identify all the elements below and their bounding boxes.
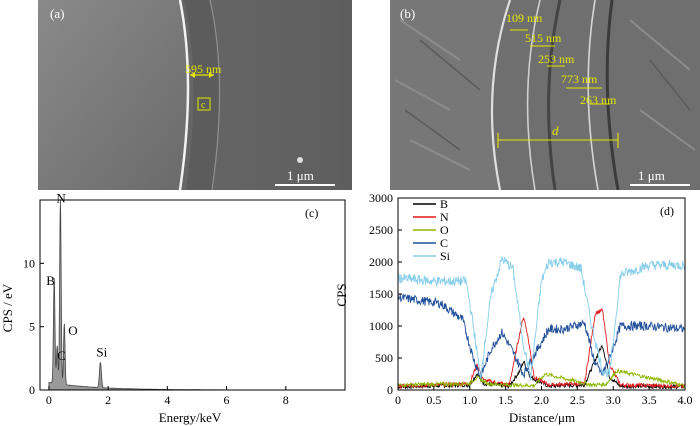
panel-c-xtick-label: 2	[105, 393, 111, 407]
panel-d-ytick-label: 0	[387, 383, 393, 397]
panel-b-sem-image: 109 nm 515 nm 253 nm 773 nm 263 nm d (b)…	[390, 0, 700, 190]
panel-c-peak-label-b: B	[46, 273, 55, 288]
panel-d-legend-label-b: B	[440, 197, 448, 211]
panel-c-peak-label-o: O	[68, 323, 77, 338]
panel-d-ytick-label: 2500	[369, 223, 393, 237]
panel-d-xtick-label: 3.0	[606, 393, 621, 407]
panel-d-xtick-label: 1.5	[498, 393, 513, 407]
panel-d-xtick-label: 1.0	[462, 393, 477, 407]
panel-d-xlabel: Distance/μm	[509, 410, 575, 425]
panel-d-xtick-label: 0	[395, 393, 401, 407]
panel-c-ytick-label: 0	[29, 383, 35, 397]
panel-d-legend-label-n: N	[440, 210, 449, 224]
panel-c-xlabel: Energy/keV	[159, 410, 222, 425]
panel-a-scalebar: 1 μm	[287, 168, 314, 183]
panel-c-peak-label-c: C	[57, 348, 66, 363]
panel-c-xtick-label: 4	[164, 393, 170, 407]
panel-b-label: (b)	[400, 6, 415, 21]
panel-d-ytick-label: 3000	[369, 191, 393, 205]
panel-d-xtick-label: 2.0	[534, 393, 549, 407]
panel-a-sem-image: 595 nm c (a) 1 μm	[0, 0, 352, 190]
panel-d-series-c	[397, 292, 685, 380]
panel-c-ylabel: CPS / eV	[0, 283, 15, 332]
panel-a-measure: 595 nm	[185, 62, 222, 76]
panel-d-ytick-label: 1000	[369, 319, 393, 333]
panel-c-ytick-label: 5	[29, 320, 35, 334]
panel-d-ytick-label: 1500	[369, 287, 393, 301]
panel-d-xtick-label: 3.5	[642, 393, 657, 407]
panel-b-d-label: d	[552, 123, 559, 138]
panel-d-series-o	[397, 368, 685, 389]
panel-c-frame	[39, 199, 346, 391]
panel-d-xtick-label: 0.5	[426, 393, 441, 407]
panel-a-box-label: c	[201, 100, 206, 111]
panel-d-linescan: CPS Distance/μm (d) 0 0.5 1.0 1.5 2.0 2.5 3.0 3…	[330, 190, 700, 426]
panel-b-measure-3: 253 nm	[538, 52, 575, 66]
panel-a-label: (a)	[50, 6, 64, 21]
panel-d-series-n	[397, 307, 685, 390]
panel-b-measure-2: 515 nm	[525, 31, 562, 45]
panel-d-ytick-label: 2000	[369, 255, 393, 269]
panel-c-peak-label-n: N	[56, 190, 66, 205]
panel-b-measure-5: 263 nm	[580, 93, 617, 107]
panel-d-ytick-label: 500	[375, 351, 393, 365]
panel-d-xtick-label: 2.5	[570, 393, 585, 407]
panel-b-measure-4: 773 nm	[561, 72, 598, 86]
panel-c-xtick-label: 6	[224, 393, 230, 407]
panel-c-spectrum-area	[48, 200, 340, 391]
panel-d-ylabel: CPS	[334, 283, 349, 306]
panel-d-xtick-label: 4.0	[678, 393, 693, 407]
panel-d-legend-label-si: Si	[440, 249, 451, 263]
panel-d-series-b	[397, 344, 685, 391]
panel-c-xtick-label: 0	[46, 393, 52, 407]
panel-d-legend-label-c: C	[440, 236, 448, 250]
panel-c-label: (c)	[305, 206, 318, 220]
panel-d-series-si	[397, 256, 685, 381]
panel-c-peak-label-si: Si	[96, 345, 107, 360]
panel-b-measure-1: 109 nm	[506, 11, 543, 25]
panel-c-eds-spectrum: CPS / eV Energy/keV (c) 0 2 4 6 8 0 5 10 B C N O Si	[0, 190, 350, 426]
panel-d-label: (d)	[660, 204, 674, 218]
panel-d-legend-label-o: O	[440, 223, 449, 237]
panel-c-ytick-label: 10	[23, 256, 35, 270]
panel-b-scalebar: 1 μm	[638, 168, 665, 183]
panel-c-xtick-label: 8	[283, 393, 289, 407]
